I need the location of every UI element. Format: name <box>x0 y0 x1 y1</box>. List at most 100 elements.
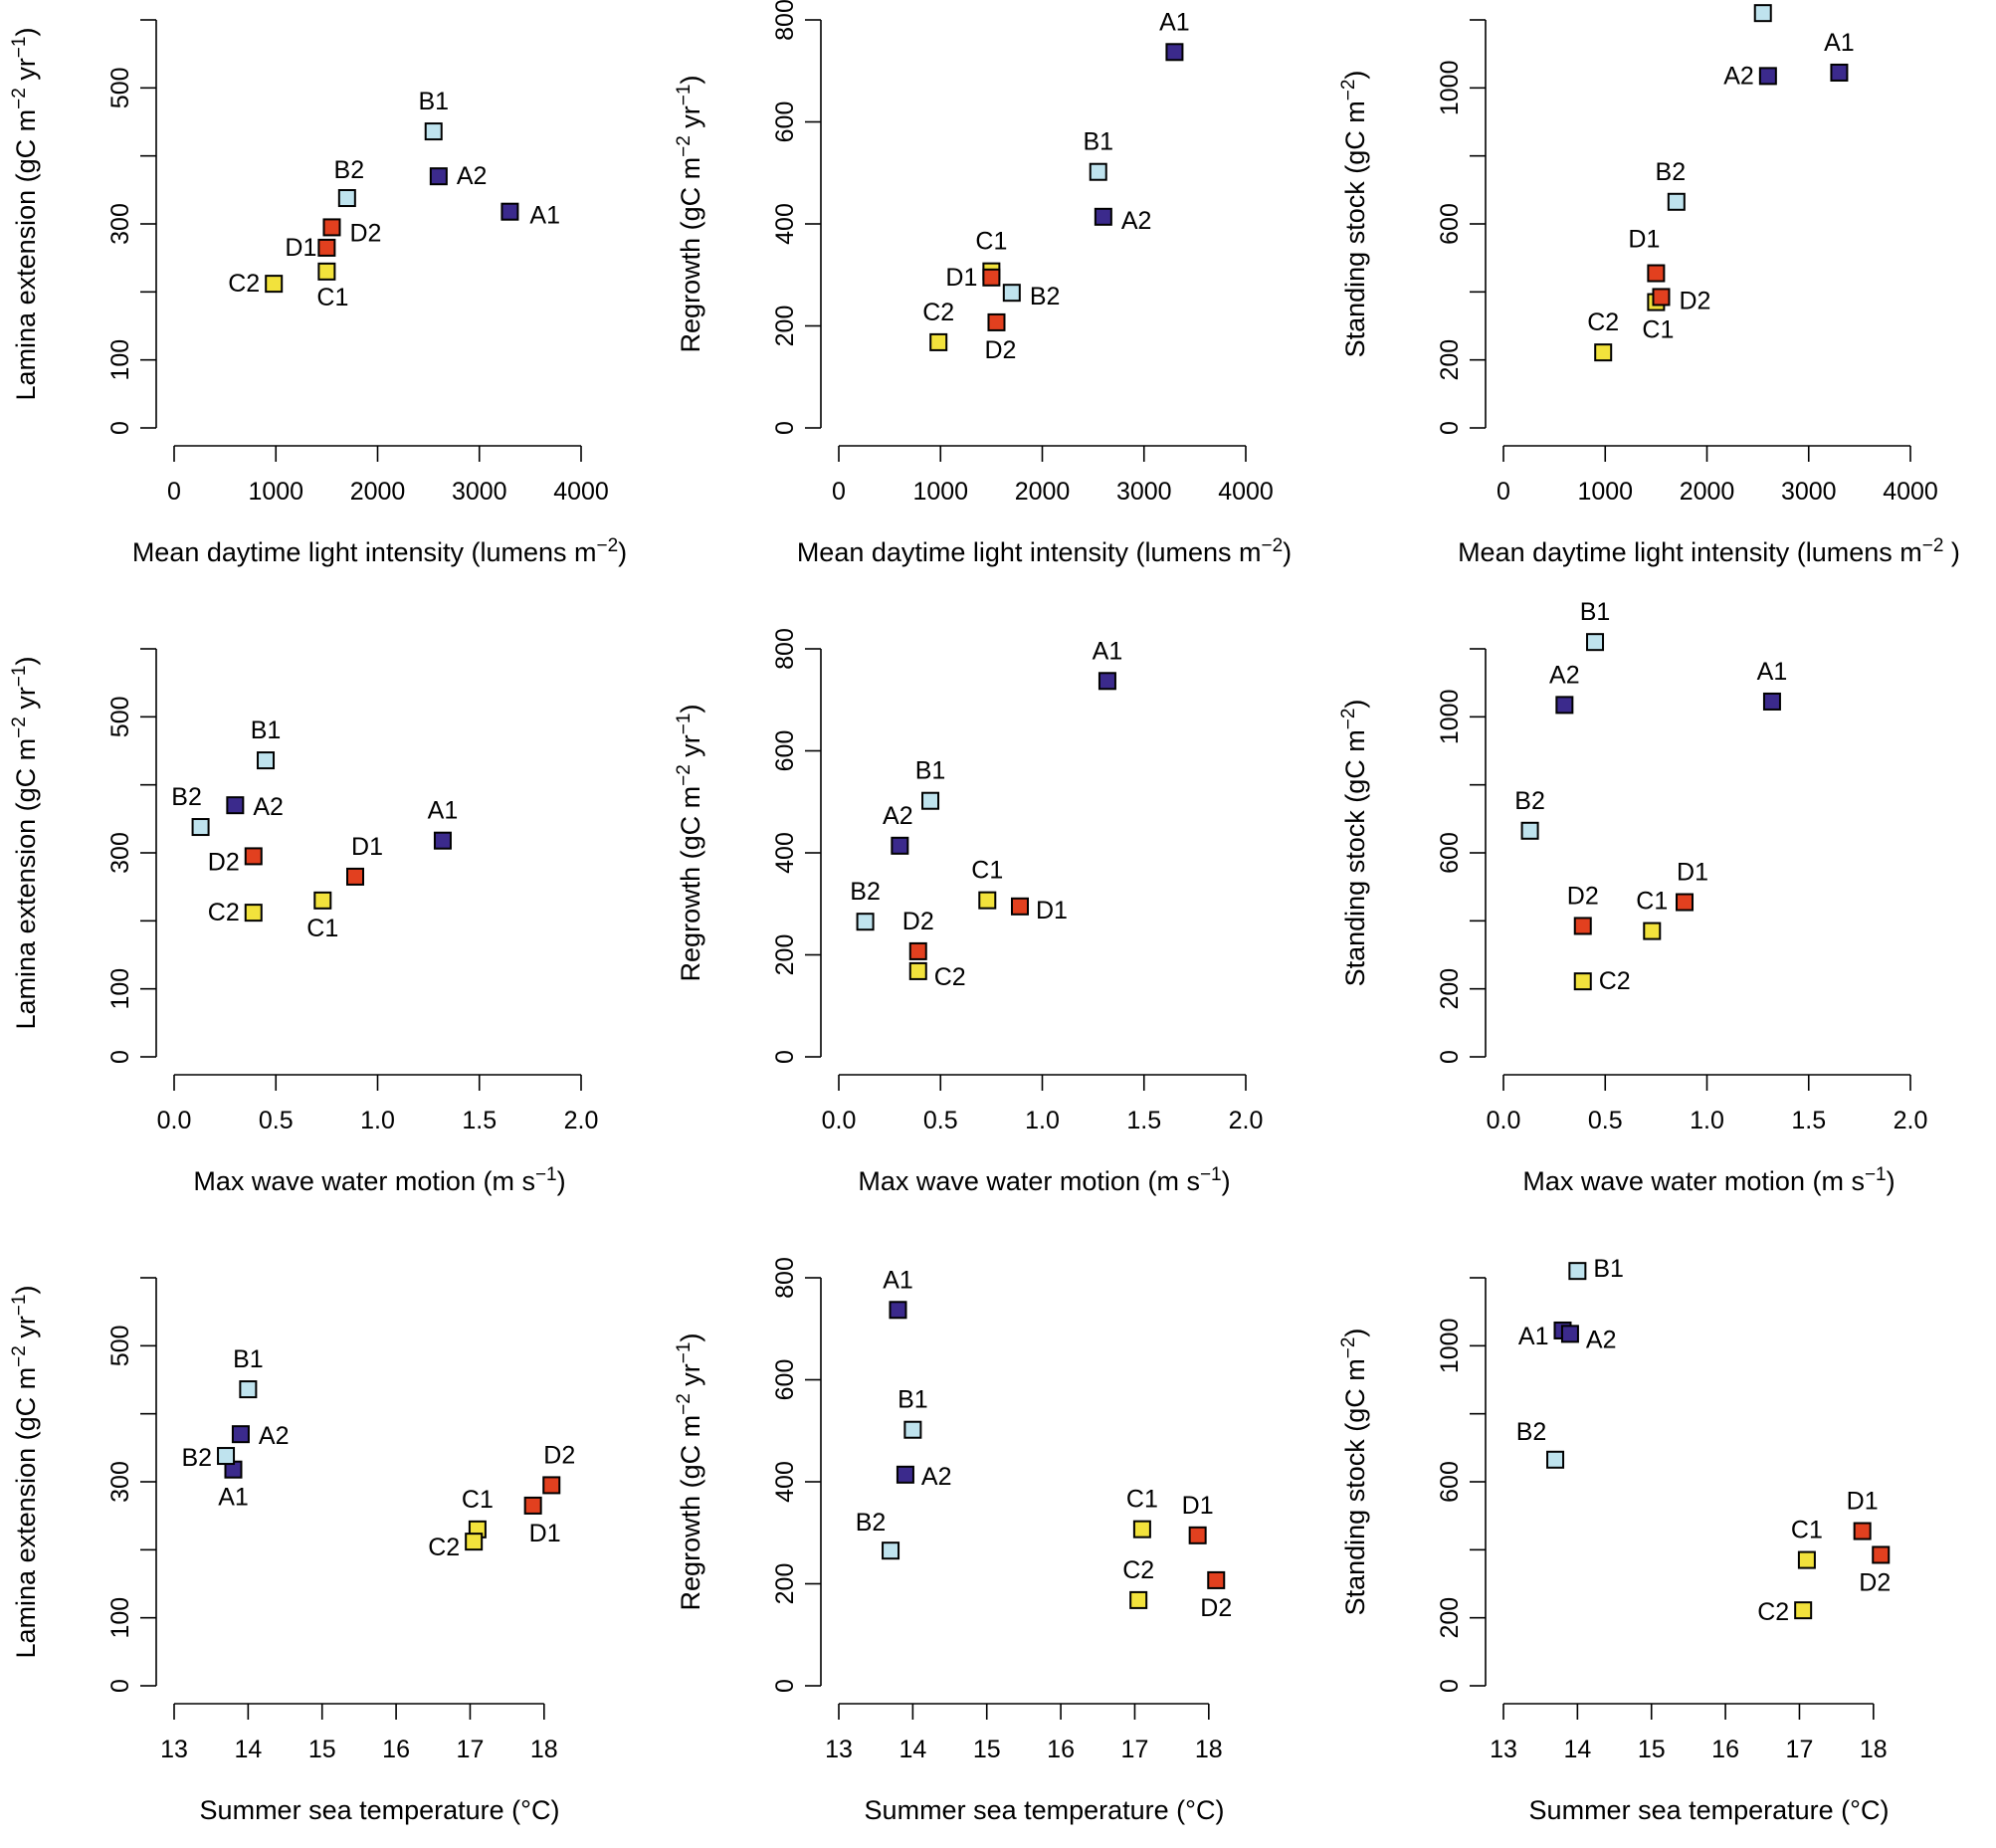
point-label-C2: C2 <box>428 1534 460 1561</box>
y-tick-label: 400 <box>771 203 799 245</box>
axis-title-superscript: −1 <box>674 1342 695 1364</box>
point-label-D2: D2 <box>1679 287 1710 314</box>
x-tick-label: 2000 <box>1015 478 1071 506</box>
axis-title-text: ) <box>11 1286 41 1295</box>
y-tick-label: 1000 <box>1436 1319 1464 1374</box>
x-tick-label: 1.5 <box>1791 1107 1826 1134</box>
point-C2 <box>929 332 948 351</box>
point-label-D1: D1 <box>1628 226 1660 254</box>
axis-title-text: ) <box>1222 1166 1231 1196</box>
point-label-B2: B2 <box>856 1509 887 1537</box>
point-label-C2: C2 <box>208 899 240 926</box>
point-label-C1: C1 <box>971 857 1003 885</box>
axis-title-text: Max wave water motion (m s <box>1522 1166 1865 1196</box>
x-axis-title: Mean daytime light intensity (lumens m−2… <box>132 535 627 568</box>
x-tick-label: 14 <box>1563 1736 1591 1763</box>
point-B2 <box>1520 821 1539 840</box>
point-label-A1: A1 <box>1757 658 1788 686</box>
axis-title-text: ) <box>11 657 41 666</box>
axis-title-text: Lamina extension (gC m <box>11 109 41 401</box>
point-label-C1: C1 <box>1636 888 1668 916</box>
point-A2 <box>896 1465 914 1484</box>
point-A2 <box>226 796 245 815</box>
point-label-D1: D1 <box>1677 859 1708 887</box>
point-label-D1: D1 <box>945 264 977 292</box>
x-tick-label: 0 <box>167 478 181 506</box>
y-axis-title: Regrowth (gC m−2 yr−1) <box>674 705 706 982</box>
point-A2 <box>891 836 909 855</box>
x-tick-label: 1.0 <box>1690 1107 1724 1134</box>
x-axis-title: Max wave water motion (m s−1) <box>1522 1164 1895 1197</box>
point-D1 <box>346 867 365 886</box>
point-A2 <box>1094 207 1112 226</box>
point-label-A2: A2 <box>883 802 913 830</box>
point-C1 <box>1643 922 1662 940</box>
axis-title-text: Max wave water motion (m s <box>193 1166 535 1196</box>
axis-title-superscript: −1 <box>674 85 695 106</box>
axis-title-superscript: −2 <box>9 1345 30 1367</box>
point-label-C2: C2 <box>1757 1598 1789 1626</box>
x-axis-title: Max wave water motion (m s−1) <box>193 1164 565 1197</box>
point-A1 <box>500 202 519 221</box>
axis-title-superscript: −1 <box>9 1295 30 1317</box>
x-tick-label: 0.0 <box>822 1107 857 1134</box>
point-B2 <box>1667 192 1686 211</box>
point-label-B2: B2 <box>850 878 881 906</box>
point-label-C2: C2 <box>228 270 260 298</box>
x-tick-label: 13 <box>825 1736 853 1763</box>
y-tick-label: 300 <box>106 1461 134 1503</box>
point-label-C2: C2 <box>922 299 954 326</box>
point-D2 <box>244 847 263 866</box>
point-D2 <box>1872 1545 1891 1564</box>
y-tick-label: 200 <box>771 934 799 976</box>
axis-title-superscript: −1 <box>1200 1164 1222 1185</box>
point-B2 <box>191 818 210 837</box>
axis-title-text: Standing stock (gC m <box>1340 729 1370 986</box>
point-D2 <box>1573 917 1592 935</box>
point-C1 <box>1797 1550 1816 1569</box>
y-tick-label: 300 <box>106 832 134 874</box>
panel-stock-light: 0 1000 2000 3000 4000 0 200 600 1000 Mean daytime… <box>1338 4 1960 567</box>
y-tick-label: 200 <box>1436 339 1464 381</box>
y-tick-label: 200 <box>771 1563 799 1605</box>
axis-title-superscript: −2 <box>674 1393 695 1415</box>
y-axis-title: Standing stock (gC m−2) <box>1338 1329 1371 1616</box>
axis-title-text: ) <box>676 76 705 85</box>
y-tick-label: 0 <box>1436 1679 1464 1693</box>
x-tick-label: 14 <box>234 1736 262 1763</box>
x-tick-label: 13 <box>160 1736 188 1763</box>
point-label-B1: B1 <box>898 1386 928 1414</box>
point-label-B2: B2 <box>1516 1418 1547 1446</box>
point-A1 <box>1098 672 1116 691</box>
x-tick-label: 18 <box>530 1736 558 1763</box>
axis-title-text: ) <box>1943 537 1960 567</box>
x-tick-label: 2.0 <box>1229 1107 1264 1134</box>
point-A1 <box>1165 43 1184 62</box>
y-tick-label: 200 <box>771 306 799 347</box>
point-label-A1: A1 <box>1824 29 1855 57</box>
x-tick-label: 3000 <box>1781 478 1837 506</box>
point-B1 <box>1568 1262 1587 1281</box>
point-label-D1: D1 <box>285 234 316 262</box>
point-label-A1: A1 <box>218 1484 249 1512</box>
point-C1 <box>313 891 332 910</box>
axis-title-superscript: −1 <box>9 666 30 688</box>
axis-title-text: Summer sea temperature (°C) <box>1529 1795 1890 1825</box>
point-label-D1: D1 <box>1182 1492 1214 1520</box>
x-tick-label: 3000 <box>1116 478 1172 506</box>
point-B2 <box>1002 284 1021 303</box>
y-tick-label: 500 <box>106 1325 134 1366</box>
point-label-C2: C2 <box>1122 1556 1154 1584</box>
y-axis-title: Lamina extension (gC m−2 yr−1) <box>9 657 42 1030</box>
axis-title-superscript: −2 <box>1338 80 1359 102</box>
x-tick-label: 13 <box>1490 1736 1517 1763</box>
point-label-A2: A2 <box>1586 1326 1617 1353</box>
point-label-B1: B1 <box>418 88 449 115</box>
panel-lamina-light: 0 1000 2000 3000 4000 0 100 300 500 Mean daytime … <box>9 19 627 568</box>
point-label-B1: B1 <box>1083 128 1113 156</box>
point-A1 <box>433 831 452 850</box>
axis-title-text: Max wave water motion (m s <box>858 1166 1200 1196</box>
point-label-A1: A1 <box>529 202 560 230</box>
point-B1 <box>424 122 443 141</box>
point-D1 <box>982 268 1001 287</box>
